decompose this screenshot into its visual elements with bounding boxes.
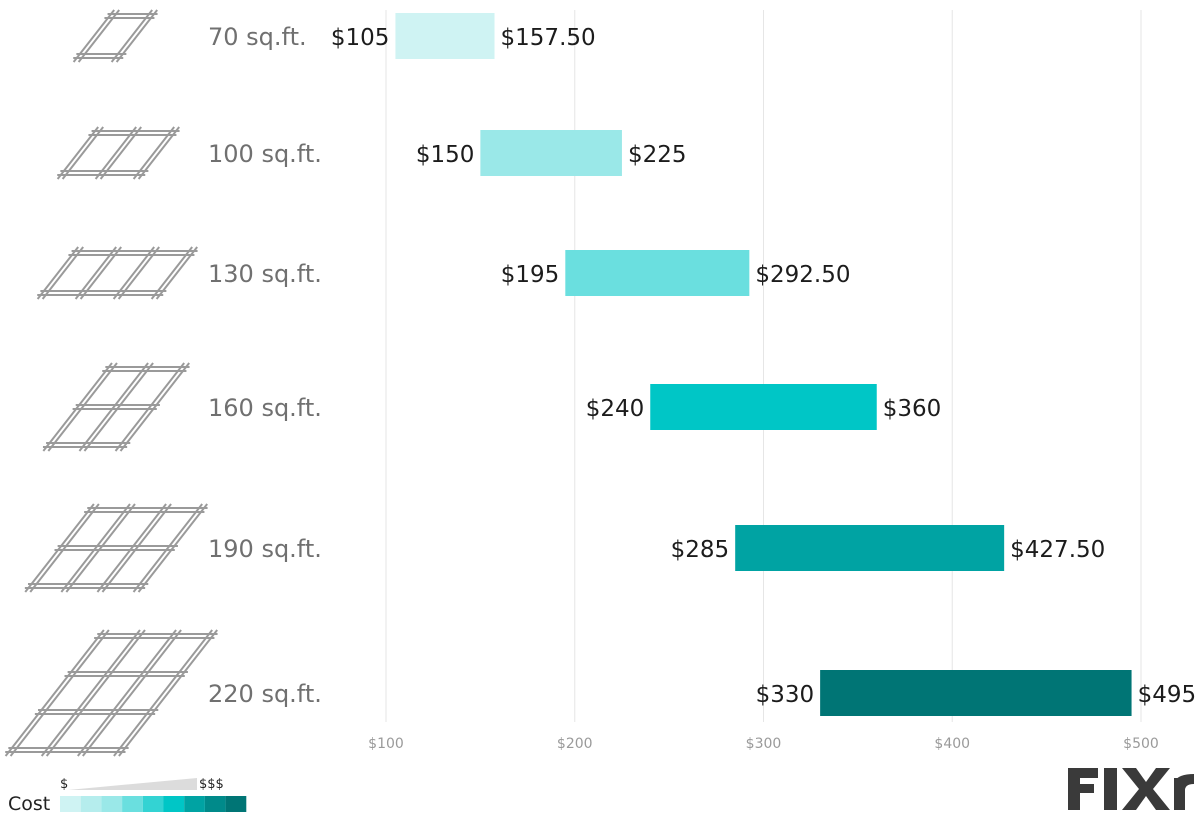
category-label: 160 sq.ft. xyxy=(208,394,322,422)
high-value-label: $495 xyxy=(1138,682,1197,708)
low-value-label: $195 xyxy=(501,262,560,288)
legend-title: Cost xyxy=(8,793,50,815)
low-value-label: $240 xyxy=(586,396,645,422)
range-bars: $105 $157.50 $150 $225 $195 $292.50 $240 $360 $2… xyxy=(331,13,1196,716)
high-value-label: $292.50 xyxy=(755,262,850,288)
range-bar xyxy=(565,250,750,296)
fixr-logo-fix xyxy=(1068,768,1170,810)
category-label: 190 sq.ft. xyxy=(208,535,322,563)
grid-lines xyxy=(385,10,1142,722)
high-value-label: $225 xyxy=(628,142,687,168)
x-tick-label: $200 xyxy=(557,736,593,752)
area-icons xyxy=(4,9,218,757)
x-axis-ticks: $100 $200 $300 $400 $500 xyxy=(368,736,1159,752)
x-tick-label: $300 xyxy=(746,736,782,752)
legend-swatch xyxy=(80,796,102,812)
roof-grid-icon xyxy=(42,362,190,452)
legend-swatch xyxy=(184,796,205,812)
legend-swatch xyxy=(225,796,247,812)
low-value-label: $285 xyxy=(671,537,730,563)
legend-low-label: $ xyxy=(60,777,68,792)
fixr-logo xyxy=(1068,768,1194,810)
legend-swatch xyxy=(204,796,226,812)
category-label: 130 sq.ft. xyxy=(208,260,322,288)
legend-swatch xyxy=(142,796,164,812)
roof-grid-icon xyxy=(24,503,208,593)
roof-grid-icon xyxy=(72,9,158,63)
category-label: 70 sq.ft. xyxy=(208,23,307,51)
range-bar xyxy=(820,670,1132,716)
legend-high-label: $$$ xyxy=(199,777,224,792)
range-bar xyxy=(395,13,495,59)
legend-swatch xyxy=(122,796,143,812)
high-value-label: $427.50 xyxy=(1010,537,1105,563)
range-bar xyxy=(480,130,622,176)
legend-wedge xyxy=(68,778,197,790)
range-bar xyxy=(735,525,1005,571)
low-value-label: $150 xyxy=(416,142,475,168)
fixr-logo-r xyxy=(1174,774,1194,810)
category-labels: 70 sq.ft. 100 sq.ft. 130 sq.ft. 160 sq.ft. 1… xyxy=(208,23,322,708)
roof-grid-icon xyxy=(56,126,180,180)
roof-grid-icon xyxy=(4,629,218,757)
legend-swatch xyxy=(163,796,185,812)
x-tick-label: $500 xyxy=(1123,736,1159,752)
category-label: 220 sq.ft. xyxy=(208,680,322,708)
low-value-label: $330 xyxy=(756,682,815,708)
category-label: 100 sq.ft. xyxy=(208,140,322,168)
high-value-label: $360 xyxy=(883,396,942,422)
x-tick-label: $100 xyxy=(368,736,404,752)
cost-legend: Cost$ $$$ xyxy=(8,777,247,815)
roof-grid-icon xyxy=(36,246,198,300)
x-tick-label: $400 xyxy=(934,736,970,752)
low-value-label: $105 xyxy=(331,25,390,51)
legend-swatch xyxy=(101,796,123,812)
range-bar xyxy=(650,384,877,430)
high-value-label: $157.50 xyxy=(501,25,596,51)
legend-swatch xyxy=(60,796,81,812)
